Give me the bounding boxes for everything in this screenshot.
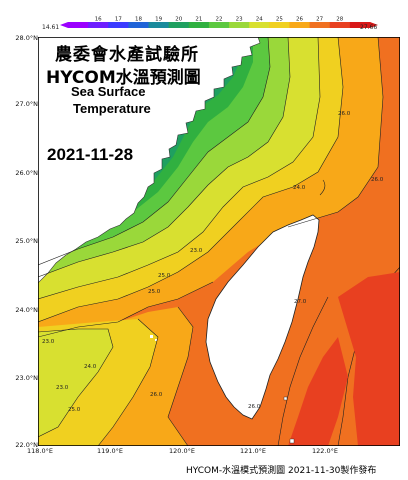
contour-label: 24.0 bbox=[293, 185, 306, 191]
colorbar-swatch bbox=[329, 22, 351, 28]
colorbar-swatch bbox=[229, 22, 250, 28]
x-axis-label: 118.0°E bbox=[27, 447, 53, 455]
colorbar-swatch bbox=[249, 22, 270, 28]
colorbar-swatch bbox=[88, 22, 109, 28]
penghu-island bbox=[155, 339, 157, 341]
y-axis-label: 26.0°N bbox=[15, 169, 38, 177]
title-english-line1: Sea Surface bbox=[71, 84, 146, 99]
colorbar-swatch bbox=[128, 22, 150, 28]
colorbar-tick-label: 26 bbox=[296, 17, 303, 23]
sst-band-24-south bbox=[38, 329, 113, 437]
contour-label: 26.0 bbox=[338, 111, 351, 117]
title-agency: 農委會水產試驗所 bbox=[55, 45, 199, 65]
colorbar-tick-label: 16 bbox=[95, 17, 102, 23]
penghu-island bbox=[150, 335, 153, 338]
forecast-date: 2021-11-28 bbox=[47, 145, 134, 164]
x-axis-label: 122.0°E bbox=[312, 447, 338, 455]
y-axis-label: 28.0°N bbox=[15, 34, 38, 42]
colorbar-swatch bbox=[289, 22, 311, 28]
contour-label: 25.0 bbox=[148, 289, 161, 295]
contour-label: 23.0 bbox=[56, 385, 69, 391]
contour-label: 25.0 bbox=[158, 273, 171, 279]
isotherm-lines bbox=[38, 37, 400, 446]
x-axis-label: 121.0°E bbox=[240, 447, 266, 455]
colorbar-tick-label: 22 bbox=[216, 17, 223, 23]
contour-label: 25.0 bbox=[68, 407, 81, 413]
y-axis-label: 24.0°N bbox=[15, 306, 38, 314]
contour-label: 26.0 bbox=[150, 392, 163, 398]
colorbar-swatch bbox=[68, 22, 89, 28]
colorbar-tick-label: 24 bbox=[256, 17, 263, 23]
colorbar-min-arrow bbox=[60, 22, 68, 28]
colorbar-swatch bbox=[269, 22, 290, 28]
y-axis-label: 23.0°N bbox=[15, 374, 38, 382]
footer-caption: HYCOM-水溫模式預測圖 2021-11-30製作發布 bbox=[186, 466, 377, 476]
x-axis-label: 120.0°E bbox=[169, 447, 195, 455]
y-axis-label: 27.0°N bbox=[15, 100, 38, 108]
colorbar-tick-label: 25 bbox=[276, 17, 283, 23]
colorbar: 16 17 18 19 20 21 22 23 24 25 26 27 28 bbox=[60, 17, 378, 28]
y-axis-label: 25.0°N bbox=[15, 237, 38, 245]
colorbar-tick-label: 20 bbox=[175, 17, 182, 23]
colorbar-tick-label: 21 bbox=[195, 17, 202, 23]
colorbar-swatch bbox=[148, 22, 170, 28]
colorbar-swatch bbox=[168, 22, 190, 28]
contour-label: 23.0 bbox=[190, 248, 203, 254]
title-english-line2: Temperature bbox=[73, 101, 151, 116]
x-axis-label: 119.0°E bbox=[97, 447, 123, 455]
taiwan-island bbox=[205, 214, 320, 420]
contour-label: 24.0 bbox=[84, 364, 97, 370]
colorbar-swatch bbox=[309, 22, 331, 28]
colorbar-tick-label: 17 bbox=[115, 17, 122, 23]
colorbar-swatch bbox=[208, 22, 230, 28]
contour-label: 27.0 bbox=[294, 299, 307, 305]
colorbar-swatch bbox=[108, 22, 129, 28]
colorbar-max-label: 27.66 bbox=[360, 24, 378, 31]
contour-label: 26.0 bbox=[371, 177, 384, 183]
contour-label: 26.0 bbox=[248, 404, 261, 410]
green-island bbox=[283, 396, 288, 401]
colorbar-tick-label: 27 bbox=[316, 17, 323, 23]
title-model: HYCOM水溫預測圖 bbox=[46, 68, 201, 88]
sst-band-28-east bbox=[338, 272, 400, 446]
orchid-island bbox=[289, 438, 295, 444]
colorbar-max-arrow bbox=[370, 22, 378, 28]
colorbar-swatch bbox=[188, 22, 210, 28]
colorbar-swatch bbox=[349, 22, 371, 28]
sst-map: 23.0 24.0 25.0 25.0 23.0 23.0 24.0 25.0 … bbox=[38, 37, 400, 446]
colorbar-tick-label: 28 bbox=[336, 17, 343, 23]
sst-band-28 bbox=[288, 337, 348, 446]
colorbar-min-label: 14.61 bbox=[42, 24, 60, 31]
contour-label: 23.0 bbox=[42, 339, 55, 345]
mainland-china bbox=[38, 37, 261, 284]
colorbar-tick-label: 19 bbox=[155, 17, 162, 23]
y-axis-label: 22.0°N bbox=[15, 441, 38, 449]
colorbar-tick-label: 23 bbox=[236, 17, 243, 23]
colorbar-tick-label: 18 bbox=[135, 17, 142, 23]
